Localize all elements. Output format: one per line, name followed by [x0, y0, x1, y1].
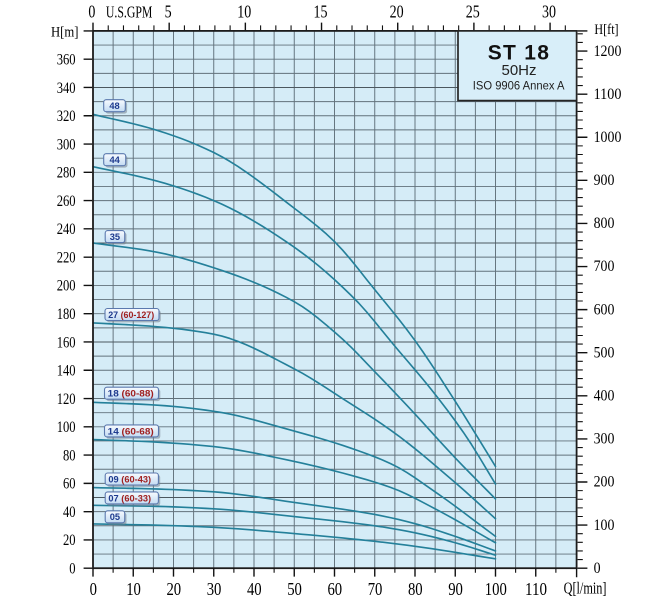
- svg-text:400: 400: [594, 388, 615, 405]
- svg-text:900: 900: [594, 172, 615, 189]
- svg-text:300: 300: [57, 136, 76, 153]
- svg-text:160: 160: [57, 334, 76, 351]
- svg-text:0: 0: [69, 561, 75, 578]
- svg-text:100: 100: [57, 419, 76, 436]
- svg-text:U.S.GPM: U.S.GPM: [106, 2, 152, 21]
- svg-text:0: 0: [594, 560, 601, 577]
- svg-text:0: 0: [90, 579, 97, 599]
- svg-text:H[m]: H[m]: [51, 24, 79, 40]
- svg-text:10: 10: [237, 1, 251, 21]
- svg-text:40: 40: [63, 504, 76, 521]
- svg-text:30: 30: [542, 1, 556, 21]
- svg-text:100: 100: [485, 579, 507, 599]
- svg-text:110: 110: [525, 579, 547, 599]
- svg-text:44: 44: [110, 155, 121, 165]
- svg-text:15: 15: [313, 1, 327, 21]
- svg-text:27 (60-127): 27 (60-127): [108, 310, 154, 320]
- svg-text:25: 25: [466, 1, 480, 21]
- svg-text:1100: 1100: [594, 86, 622, 103]
- svg-text:0: 0: [88, 1, 95, 21]
- svg-text:H[ft]: H[ft]: [594, 22, 618, 38]
- svg-text:70: 70: [368, 579, 383, 599]
- svg-text:20: 20: [166, 579, 181, 599]
- svg-text:18 (60-88): 18 (60-88): [108, 389, 154, 399]
- svg-text:60: 60: [63, 476, 76, 493]
- svg-text:40: 40: [247, 579, 262, 599]
- svg-text:220: 220: [57, 249, 76, 266]
- svg-text:20: 20: [63, 532, 76, 549]
- svg-text:260: 260: [57, 193, 76, 210]
- svg-text:14 (60-68): 14 (60-68): [108, 426, 154, 436]
- svg-text:50Hz: 50Hz: [501, 62, 536, 79]
- svg-text:20: 20: [390, 1, 404, 21]
- svg-text:80: 80: [408, 579, 423, 599]
- svg-text:120: 120: [57, 391, 76, 408]
- svg-text:360: 360: [57, 52, 76, 69]
- svg-text:35: 35: [110, 232, 120, 242]
- svg-text:Q[l/min]: Q[l/min]: [564, 579, 607, 598]
- svg-text:700: 700: [594, 258, 615, 275]
- svg-text:600: 600: [594, 301, 615, 318]
- svg-text:09 (60-43): 09 (60-43): [108, 474, 151, 484]
- svg-text:48: 48: [109, 101, 119, 111]
- svg-text:05: 05: [110, 512, 120, 522]
- svg-text:100: 100: [594, 517, 615, 534]
- svg-text:1000: 1000: [594, 129, 622, 146]
- svg-text:60: 60: [327, 579, 342, 599]
- svg-text:500: 500: [594, 344, 615, 361]
- svg-text:300: 300: [594, 431, 615, 448]
- svg-text:50: 50: [287, 579, 302, 599]
- svg-text:07 (60-33): 07 (60-33): [108, 493, 151, 503]
- svg-text:280: 280: [57, 165, 76, 182]
- svg-text:140: 140: [57, 363, 76, 380]
- svg-text:200: 200: [594, 474, 615, 491]
- svg-text:30: 30: [207, 579, 222, 599]
- svg-text:320: 320: [57, 108, 76, 125]
- svg-text:ST 18: ST 18: [488, 42, 551, 65]
- svg-text:180: 180: [57, 306, 76, 323]
- svg-text:10: 10: [126, 579, 141, 599]
- svg-text:800: 800: [594, 215, 615, 232]
- svg-text:5: 5: [165, 1, 172, 21]
- svg-text:80: 80: [63, 447, 76, 464]
- svg-text:240: 240: [57, 221, 76, 238]
- svg-text:200: 200: [57, 278, 76, 295]
- svg-text:1200: 1200: [594, 43, 622, 60]
- svg-text:ISO 9906 Annex A: ISO 9906 Annex A: [473, 81, 565, 93]
- svg-text:340: 340: [57, 80, 76, 97]
- svg-text:90: 90: [448, 579, 463, 599]
